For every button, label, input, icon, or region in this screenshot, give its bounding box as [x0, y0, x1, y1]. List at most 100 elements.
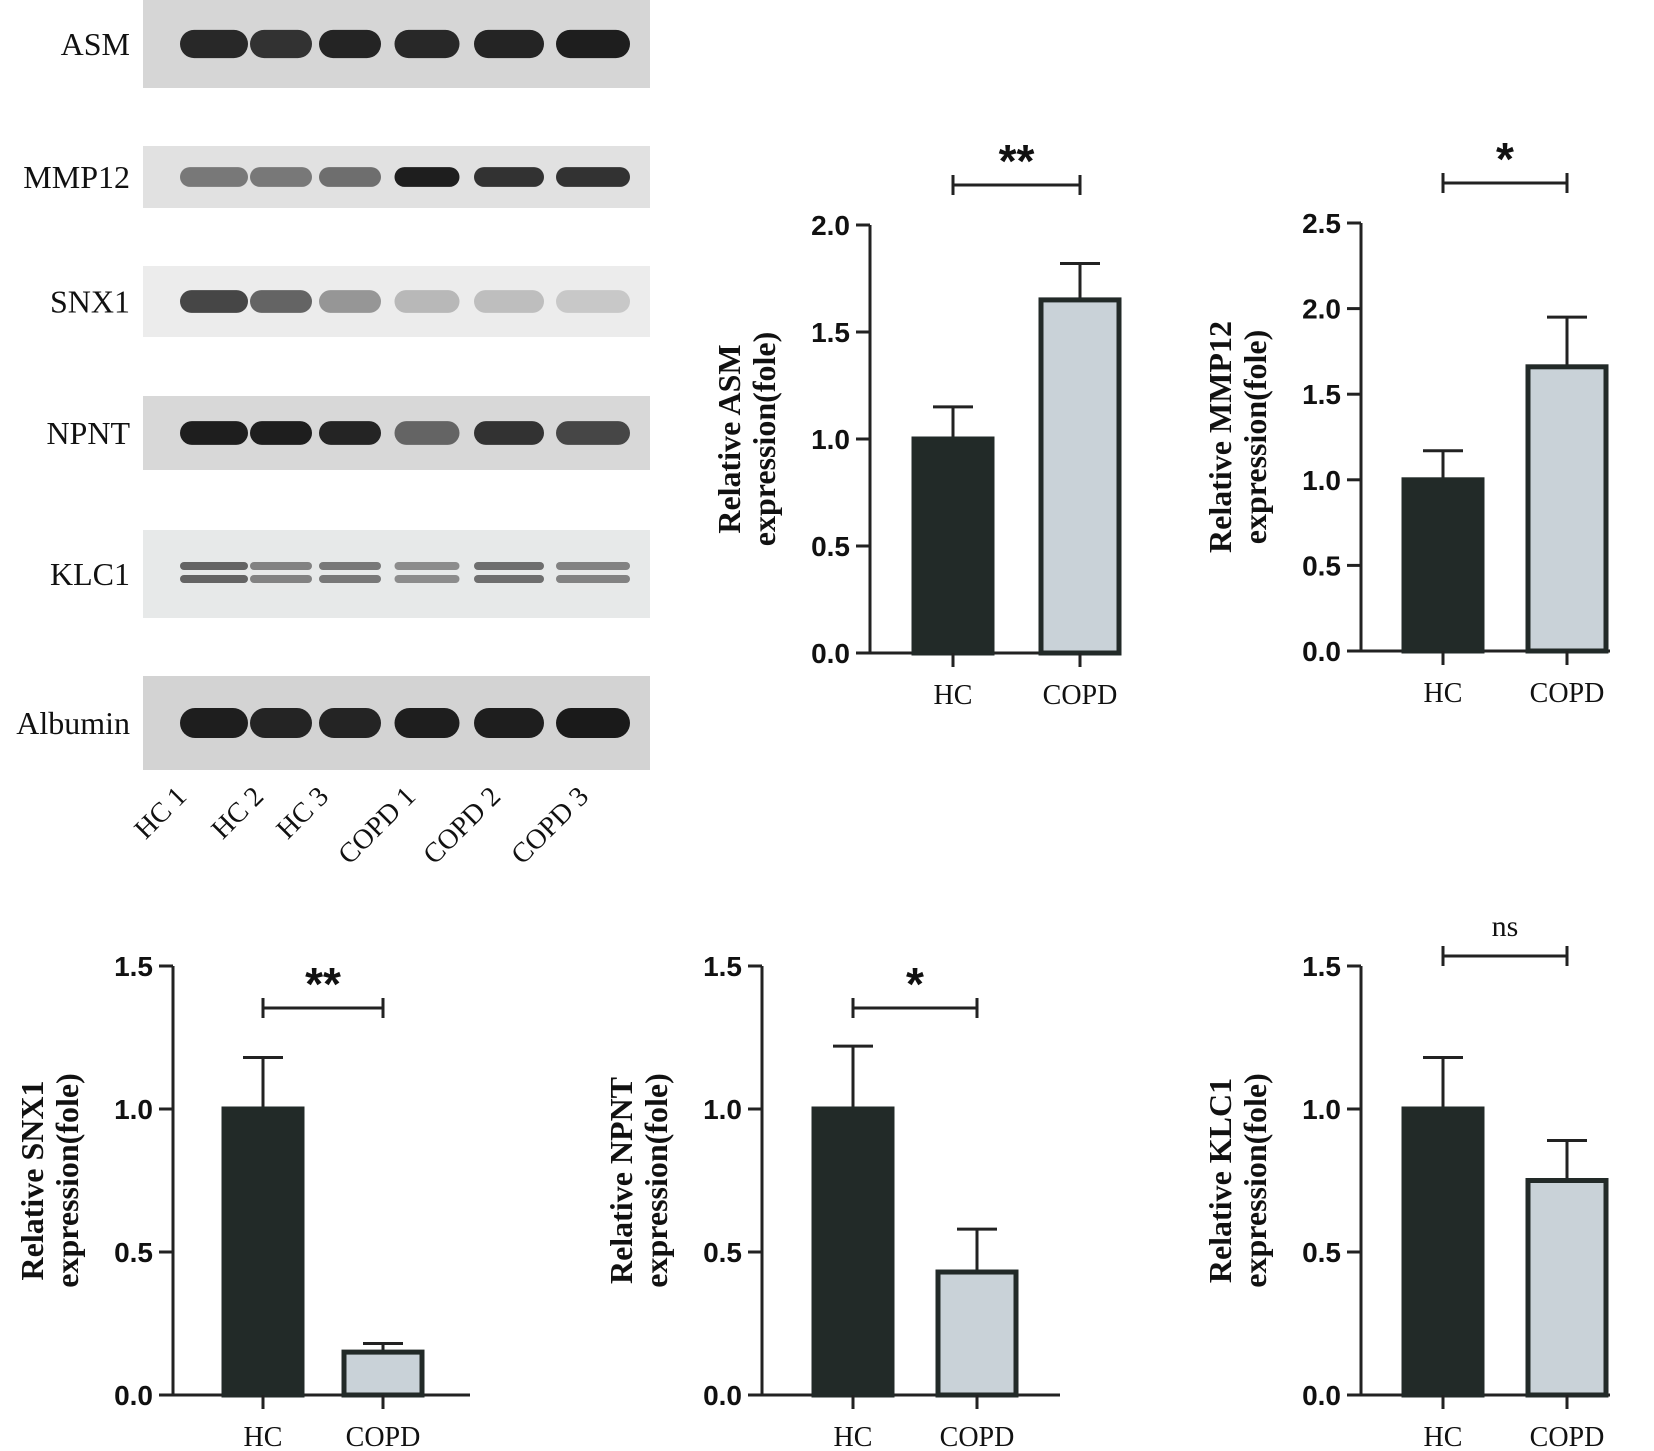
blot-row-label: Albumin — [16, 705, 130, 741]
blot-row-label: SNX1 — [50, 284, 130, 320]
y-tick-label: 1.0 — [114, 1094, 153, 1125]
bar — [1401, 1106, 1485, 1398]
x-tick-label: COPD — [1043, 680, 1118, 711]
y-tick-label: 1.0 — [811, 424, 850, 455]
blot-band — [394, 421, 460, 445]
blot-band — [394, 167, 460, 187]
blot-lane-label: HC 3 — [271, 781, 335, 845]
y-tick-label: 1.0 — [1302, 1094, 1341, 1125]
y-tick-label: 2.5 — [1302, 208, 1341, 239]
blot-row-label: ASM — [61, 26, 130, 62]
y-axis-label: Relative KLC1 — [1202, 1078, 1238, 1283]
bar — [1525, 1178, 1609, 1398]
x-tick-label: HC — [834, 1422, 873, 1451]
x-tick-label: COPD — [1530, 678, 1605, 709]
y-tick-label: 0.0 — [1302, 1380, 1341, 1411]
blot-band — [556, 707, 630, 739]
y-tick-label: 1.0 — [703, 1094, 742, 1125]
x-tick-label: HC — [1424, 1422, 1463, 1451]
bar — [811, 1106, 895, 1398]
y-tick-label: 1.5 — [114, 951, 153, 982]
blot-band — [394, 29, 460, 59]
bar — [1038, 297, 1122, 656]
x-tick-label: HC — [934, 680, 973, 711]
x-tick-label: HC — [1424, 678, 1463, 709]
y-tick-label: 1.5 — [811, 317, 850, 348]
significance-label: ns — [1492, 910, 1519, 943]
y-axis-label: expression(fole) — [1237, 1073, 1273, 1287]
blot-lane-label: COPD 3 — [505, 781, 595, 871]
blot-band — [180, 562, 248, 570]
significance-label: * — [906, 958, 924, 1010]
blot-band — [250, 29, 312, 59]
x-tick-label: COPD — [1530, 1422, 1605, 1451]
bar-chart: 0.0 0.5 1.0 1.5 HC COPD ** Relative SNX1 express… — [14, 951, 470, 1451]
bar — [1525, 364, 1609, 654]
bar-chart: 0.0 0.5 1.0 1.5 2.0 HC COPD ** Relative ASM expre… — [711, 135, 1122, 711]
y-axis-label: expression(fole) — [1237, 330, 1273, 544]
blot-band — [250, 290, 312, 313]
blot-band — [556, 575, 630, 583]
blot-band — [180, 167, 248, 187]
blot-band — [319, 562, 381, 570]
blot-band — [394, 707, 460, 739]
bar-chart: 0.0 0.5 1.0 1.5 2.0 2.5 HC COPD * Relative MMP12 e… — [1202, 133, 1610, 709]
blot-band — [180, 421, 248, 445]
y-tick-label: 1.5 — [1302, 379, 1341, 410]
y-tick-label: 0.5 — [1302, 550, 1341, 581]
blot-band — [474, 575, 544, 583]
blot-row-label: KLC1 — [50, 556, 130, 592]
y-tick-label: 0.5 — [114, 1237, 153, 1268]
blot-band — [180, 707, 248, 739]
bar-chart: 0.0 0.5 1.0 1.5 HC COPD * Relative NPNT expressi… — [603, 951, 1060, 1451]
blot-band — [319, 290, 381, 313]
bar — [1401, 477, 1485, 654]
blot-band — [474, 562, 544, 570]
bar-charts: 0.00.51.01.52.0HC COPD**Relative ASM expre… — [14, 133, 1610, 1451]
y-axis-label: Relative NPNT — [603, 1077, 639, 1284]
blot-band — [474, 421, 544, 445]
blot-band — [556, 290, 630, 313]
y-axis-label: Relative SNX1 — [14, 1081, 50, 1281]
bar — [935, 1269, 1019, 1398]
blot-band — [319, 575, 381, 583]
blot-band — [556, 562, 630, 570]
blot-band — [319, 167, 381, 187]
blot-band — [180, 290, 248, 313]
y-tick-label: 0.0 — [703, 1380, 742, 1411]
blot-band — [250, 421, 312, 445]
blot-band — [319, 421, 381, 445]
blot-band — [394, 562, 460, 570]
blot-band — [394, 290, 460, 313]
y-tick-label: 1.0 — [1302, 465, 1341, 496]
x-tick-label: HC — [244, 1422, 283, 1451]
y-tick-label: 0.0 — [1302, 636, 1341, 667]
blot-band — [319, 707, 381, 739]
y-tick-label: 0.0 — [114, 1380, 153, 1411]
y-axis-label: expression(fole) — [746, 332, 782, 546]
blot-band — [250, 707, 312, 739]
blot-lane-label: HC 2 — [206, 781, 270, 845]
blot-band — [250, 575, 312, 583]
blot-band — [250, 167, 312, 187]
bar — [911, 436, 995, 656]
y-tick-label: 1.5 — [703, 951, 742, 982]
bar — [341, 1349, 425, 1398]
x-tick-label: COPD — [346, 1422, 421, 1451]
significance-label: * — [1496, 133, 1514, 185]
blot-row-label: NPNT — [46, 415, 130, 451]
blot-band — [180, 575, 248, 583]
significance-label: ** — [999, 135, 1035, 187]
blot-band — [394, 575, 460, 583]
blot-band — [250, 562, 312, 570]
blot-lane-label: COPD 1 — [332, 781, 422, 871]
y-tick-label: 2.0 — [811, 210, 850, 241]
y-tick-label: 0.5 — [1302, 1237, 1341, 1268]
blot-band — [474, 29, 544, 59]
blot-band — [180, 29, 248, 59]
y-axis-label: expression(fole) — [49, 1073, 85, 1287]
blot-row-label: MMP12 — [23, 159, 130, 195]
blot-band — [319, 29, 381, 59]
